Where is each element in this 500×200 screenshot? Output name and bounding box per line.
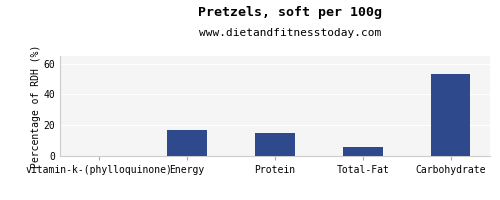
Text: www.dietandfitnesstoday.com: www.dietandfitnesstoday.com bbox=[199, 28, 381, 38]
Bar bbox=[255, 133, 295, 156]
Bar bbox=[168, 130, 207, 156]
Text: Pretzels, soft per 100g: Pretzels, soft per 100g bbox=[198, 6, 382, 19]
Bar bbox=[343, 147, 382, 156]
Y-axis label: Percentage of RDH (%): Percentage of RDH (%) bbox=[30, 44, 40, 168]
Bar bbox=[431, 74, 470, 156]
